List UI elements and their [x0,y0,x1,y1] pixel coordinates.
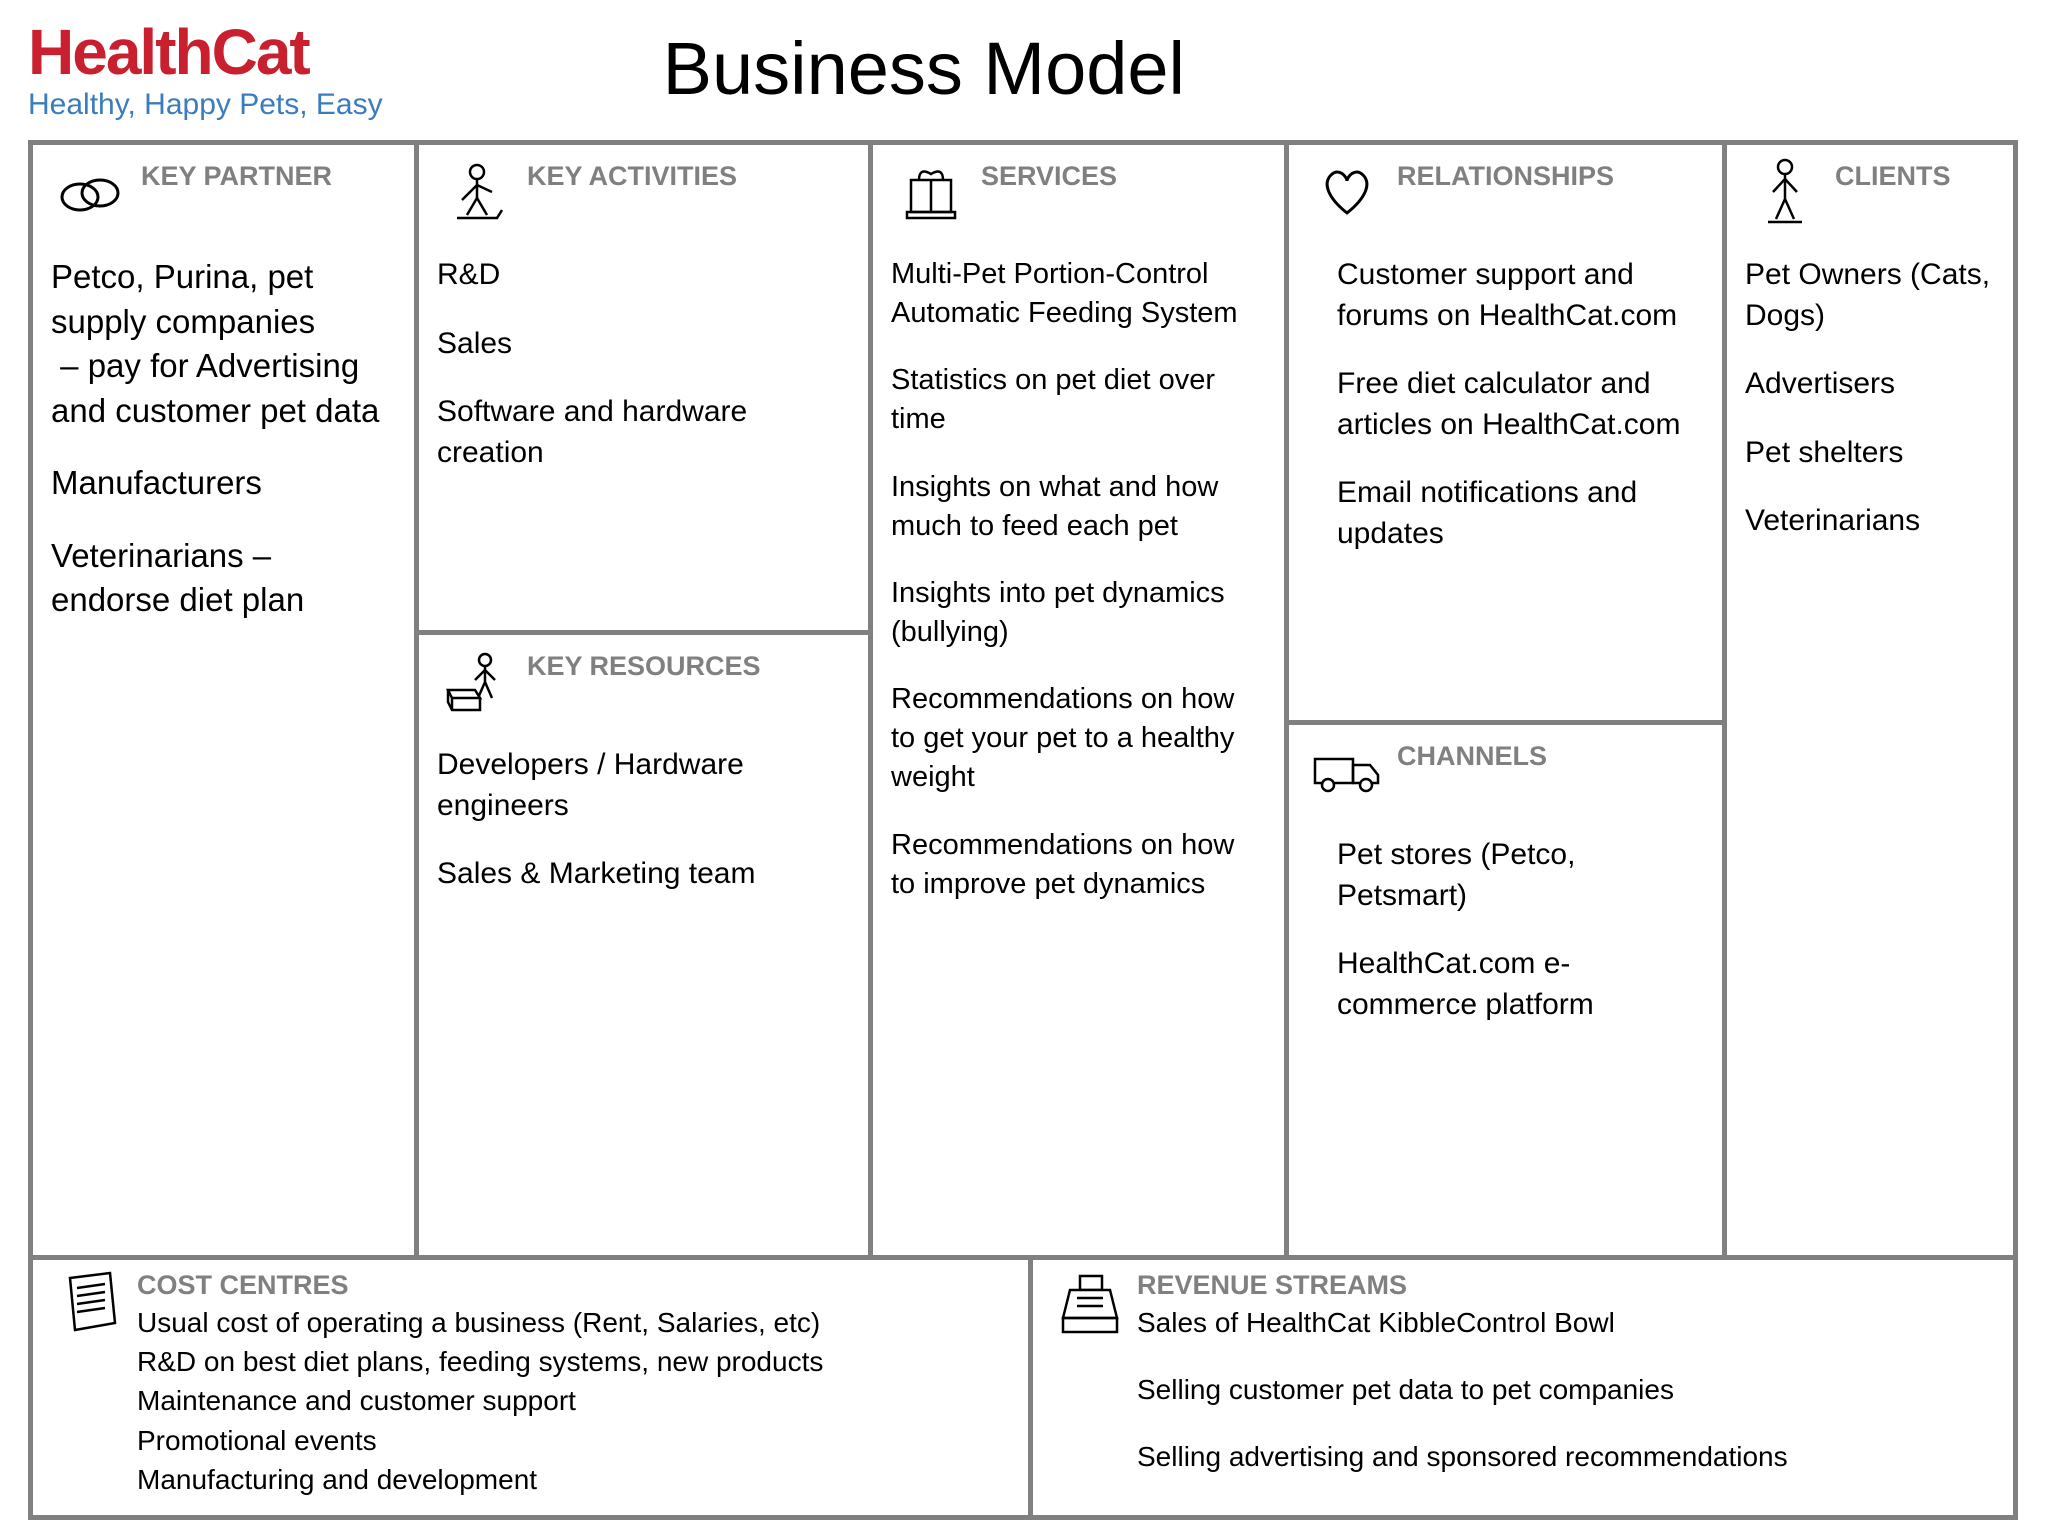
item: Manufacturing and development [137,1460,823,1499]
item: Manufacturers [51,461,396,506]
item: Multi-Pet Portion-Control Automatic Feed… [891,255,1266,333]
cell-key-partner: KEY PARTNER Petco, Purina, pet supply co… [33,145,414,1255]
item: Free diet calculator and articles on Hea… [1337,364,1704,445]
item: Customer support and forums on HealthCat… [1337,255,1704,336]
item: Statistics on pet diet over time [891,361,1266,439]
truck-icon [1307,737,1387,807]
logo-main: HealthCat [28,20,383,84]
item: Selling advertising and sponsored recomm… [1137,1437,1788,1476]
cell-title: KEY ACTIVITIES [527,157,737,192]
header: HealthCat Healthy, Happy Pets, Easy Busi… [28,20,2020,122]
item: Selling customer pet data to pet compani… [1137,1370,1788,1409]
cell-revenue-streams: REVENUE STREAMS Sales of HealthCat Kibbl… [1033,1260,2013,1515]
heart-icon [1307,157,1387,227]
cell-key-activities: KEY ACTIVITIES R&D Sales Software and ha… [419,145,868,635]
item: Maintenance and customer support [137,1381,823,1420]
item: Veterinarians [1745,501,1995,542]
item: Insights into pet dynamics (bullying) [891,574,1266,652]
person-icon [1745,157,1825,227]
item: Recommendations on how to improve pet dy… [891,826,1266,904]
item: Advertisers [1745,364,1995,405]
worker-icon [437,157,517,227]
item: Usual cost of operating a business (Rent… [137,1303,823,1342]
item: R&D [437,255,850,296]
item: Sales [437,324,850,365]
item: Developers / Hardware engineers [437,745,850,826]
item: Email notifications and updates [1337,473,1704,554]
cell-title: RELATIONSHIPS [1397,157,1614,192]
logo-cat: Cat [212,16,309,88]
cell-title: SERVICES [981,157,1117,192]
item: HealthCat.com e-commerce platform [1337,944,1704,1025]
item: R&D on best diet plans, feeding systems,… [137,1342,823,1381]
cell-title: KEY RESOURCES [527,647,761,682]
cell-title: CHANNELS [1397,737,1547,772]
cell-clients: CLIENTS Pet Owners (Cats, Dogs) Advertis… [1727,145,2013,1255]
item: Pet shelters [1745,433,1995,474]
logo: HealthCat Healthy, Happy Pets, Easy [28,20,383,122]
item: Sales of HealthCat KibbleControl Bowl [1137,1303,1788,1342]
cell-channels: CHANNELS Pet stores (Petco, Petsmart) He… [1289,725,1722,1255]
item: Petco, Purina, pet supply companies – pa… [51,255,396,433]
register-icon [1047,1270,1137,1340]
item: Promotional events [137,1421,823,1460]
logo-tagline: Healthy, Happy Pets, Easy [28,88,383,122]
cell-services: SERVICES Multi-Pet Portion-Control Autom… [873,145,1284,1255]
item: Veterinarians – endorse diet plan [51,534,396,623]
item: Recommendations on how to get your pet t… [891,680,1266,797]
cell-relationships: RELATIONSHIPS Customer support and forum… [1289,145,1722,725]
cell-cost-centres: COST CENTRES Usual cost of operating a b… [33,1260,1033,1515]
item: Pet Owners (Cats, Dogs) [1745,255,1995,336]
business-model-canvas: KEY PARTNER Petco, Purina, pet supply co… [28,140,2018,1520]
cell-title: CLIENTS [1835,157,1951,192]
gift-icon [891,157,971,227]
person-box-icon [437,647,517,717]
item: Sales & Marketing team [437,854,850,895]
cell-title: COST CENTRES [137,1270,823,1301]
cell-key-resources: KEY RESOURCES Developers / Hardware engi… [419,635,868,1255]
cell-title: REVENUE STREAMS [1137,1270,1788,1301]
rings-icon [51,157,131,227]
item: Software and hardware creation [437,392,850,473]
logo-health: Health [28,16,212,88]
document-icon [47,1270,137,1340]
item: Pet stores (Petco, Petsmart) [1337,835,1704,916]
page-title: Business Model [663,26,1185,111]
cell-title: KEY PARTNER [141,157,332,192]
item: Insights on what and how much to feed ea… [891,468,1266,546]
